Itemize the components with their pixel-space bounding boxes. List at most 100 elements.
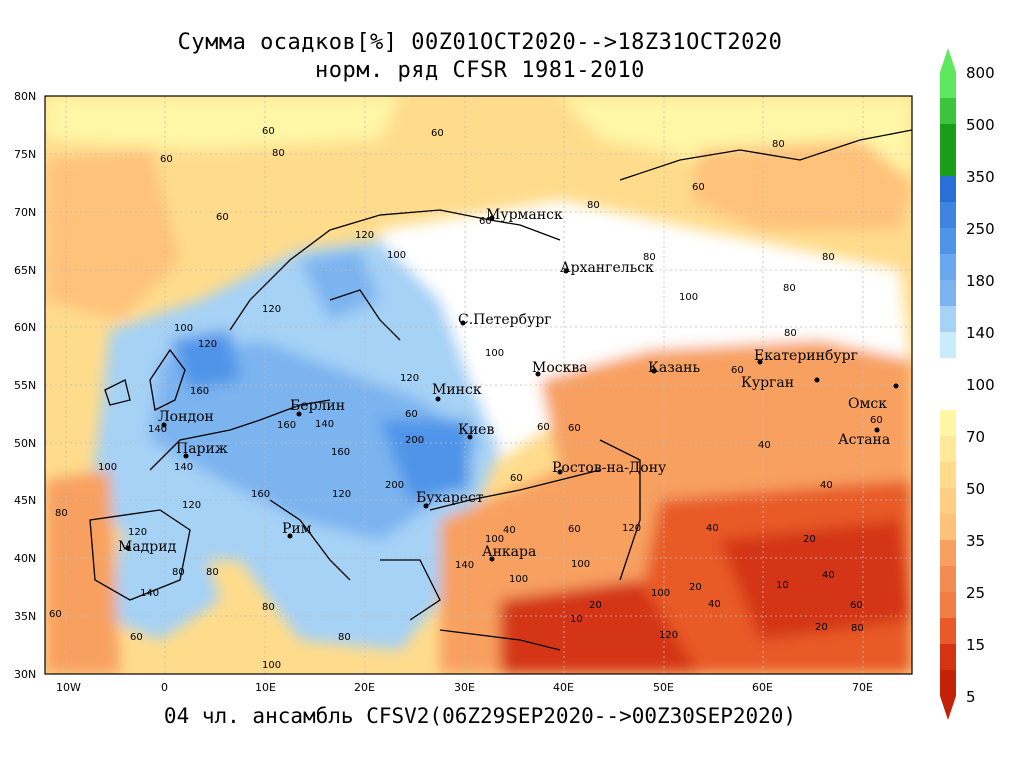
svg-text:120: 120 (659, 630, 678, 641)
svg-text:40: 40 (708, 599, 721, 610)
svg-text:100: 100 (509, 574, 528, 585)
svg-text:80: 80 (172, 567, 185, 578)
map-field: 60 60 80 60 60 80 80 100 120 100 120 100… (45, 96, 912, 674)
svg-text:40E: 40E (553, 681, 574, 694)
svg-text:60: 60 (216, 212, 229, 223)
svg-text:20: 20 (815, 622, 828, 633)
svg-text:500: 500 (966, 116, 995, 134)
svg-text:25: 25 (966, 584, 985, 602)
svg-text:160: 160 (277, 420, 296, 431)
svg-text:60N: 60N (14, 321, 36, 334)
colorbar-bottom-arrow (940, 696, 956, 720)
map-title: Сумма осадков[%] 00Z01OCT2020-->18Z31OCT… (177, 30, 783, 55)
city-label: Москва (532, 360, 588, 376)
svg-text:60: 60 (262, 126, 275, 137)
svg-text:120: 120 (332, 489, 351, 500)
svg-text:80: 80 (784, 328, 797, 339)
city-label: Рим (282, 521, 312, 537)
svg-text:120: 120 (182, 500, 201, 511)
city-label: Минск (432, 382, 482, 398)
svg-text:60: 60 (731, 365, 744, 376)
city-label: Лондон (158, 409, 214, 425)
svg-text:100: 100 (387, 250, 406, 261)
svg-text:80: 80 (643, 252, 656, 263)
svg-text:40: 40 (820, 480, 833, 491)
svg-text:80: 80 (822, 252, 835, 263)
svg-text:200: 200 (385, 480, 404, 491)
svg-text:60: 60 (537, 422, 550, 433)
svg-text:30E: 30E (454, 681, 475, 694)
svg-text:120: 120 (128, 527, 147, 538)
city-label: Омск (848, 396, 887, 412)
svg-text:200: 200 (405, 435, 424, 446)
svg-text:70N: 70N (14, 206, 36, 219)
city-label: Архангельск (560, 260, 654, 276)
city-label: Киев (458, 422, 494, 438)
city-label: Екатеринбург (754, 348, 858, 364)
coastlines (89, 129, 912, 651)
svg-text:50: 50 (966, 480, 985, 498)
svg-text:100: 100 (966, 376, 995, 394)
svg-text:40: 40 (822, 570, 835, 581)
svg-text:20: 20 (803, 534, 816, 545)
svg-text:5: 5 (966, 688, 976, 706)
svg-text:120: 120 (262, 304, 281, 315)
svg-text:60: 60 (870, 415, 883, 426)
svg-text:0: 0 (161, 681, 168, 694)
svg-text:100: 100 (651, 588, 670, 599)
city-label: Мурманск (486, 207, 563, 223)
svg-text:80: 80 (772, 139, 785, 150)
city-markers: Мурманск Архангельск С.Петербург Москва … (118, 207, 899, 562)
svg-text:50N: 50N (14, 437, 36, 450)
svg-text:70E: 70E (852, 681, 873, 694)
svg-text:60: 60 (405, 409, 418, 420)
svg-text:80: 80 (783, 283, 796, 294)
svg-text:45N: 45N (14, 494, 36, 507)
svg-text:60: 60 (431, 128, 444, 139)
svg-text:60: 60 (130, 632, 143, 643)
svg-text:120: 120 (198, 339, 217, 350)
svg-text:30N: 30N (14, 668, 36, 681)
city-label: Курган (741, 375, 794, 391)
svg-text:140: 140 (315, 419, 334, 430)
svg-text:40N: 40N (14, 552, 36, 565)
svg-text:60: 60 (49, 609, 62, 620)
svg-text:55N: 55N (14, 379, 36, 392)
city-label: Мадрид (118, 539, 177, 555)
svg-text:120: 120 (355, 230, 374, 241)
svg-text:60: 60 (568, 423, 581, 434)
svg-text:80: 80 (338, 632, 351, 643)
svg-text:80: 80 (272, 148, 285, 159)
svg-text:40: 40 (706, 523, 719, 534)
city-label: С.Петербург (458, 312, 552, 328)
svg-text:35N: 35N (14, 610, 36, 623)
svg-text:60: 60 (568, 524, 581, 535)
city-label: Анкара (482, 544, 536, 560)
svg-text:120: 120 (400, 373, 419, 384)
svg-text:140: 140 (174, 462, 193, 473)
svg-text:80N: 80N (14, 90, 36, 103)
svg-text:20: 20 (589, 600, 602, 611)
svg-text:140: 140 (148, 424, 167, 435)
city-label: Казань (648, 360, 700, 376)
svg-text:50E: 50E (653, 681, 674, 694)
svg-text:80: 80 (55, 508, 68, 519)
svg-text:60: 60 (479, 216, 492, 227)
city-label: Ростов-на-Дону (552, 460, 667, 476)
svg-text:10: 10 (776, 580, 789, 591)
longitude-labels: 10W 0 10E 20E 30E 40E 50E 60E 70E (56, 681, 873, 694)
svg-text:250: 250 (966, 220, 995, 238)
contour-labels: 60 60 80 60 60 80 80 100 120 100 120 100… (49, 126, 883, 671)
svg-text:160: 160 (190, 386, 209, 397)
map-frame (44, 95, 913, 675)
svg-text:100: 100 (571, 559, 590, 570)
svg-text:120: 120 (622, 523, 641, 534)
svg-text:15: 15 (966, 636, 985, 654)
svg-text:100: 100 (262, 660, 281, 671)
svg-text:60: 60 (510, 473, 523, 484)
svg-text:20: 20 (689, 582, 702, 593)
svg-text:80: 80 (206, 567, 219, 578)
svg-text:180: 180 (966, 272, 995, 290)
svg-text:140: 140 (140, 588, 159, 599)
